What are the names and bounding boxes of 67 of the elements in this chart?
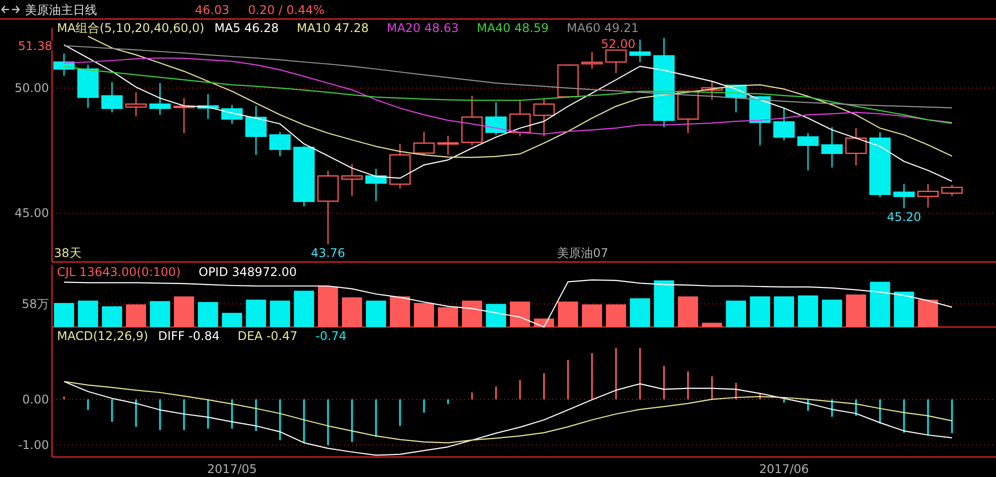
x-tick-label: 2017/05 xyxy=(207,462,257,476)
y-tick-label: 50.00 xyxy=(14,81,49,96)
bar xyxy=(414,302,434,327)
line-series xyxy=(63,380,953,456)
bar xyxy=(558,302,578,327)
text: -0.74 xyxy=(316,329,347,343)
bar xyxy=(198,302,218,327)
text: MA60 49.21 xyxy=(566,21,639,35)
bar xyxy=(798,295,818,327)
chart-title: 美原油主日线 xyxy=(25,3,97,17)
line-series xyxy=(63,380,953,444)
annotation: 43.76 xyxy=(310,246,346,260)
x-tick-label: 2017/06 xyxy=(759,462,809,476)
bar xyxy=(294,290,314,327)
bar xyxy=(54,302,74,327)
text: MA40 48.59 xyxy=(476,21,549,35)
bar xyxy=(486,304,506,327)
bar xyxy=(150,301,170,327)
bar xyxy=(222,312,242,327)
bar xyxy=(894,292,914,327)
text: MA10 47.28 xyxy=(296,21,369,35)
annotation: 38天 xyxy=(54,246,82,260)
bar xyxy=(654,280,674,327)
line-series xyxy=(87,36,953,158)
bar xyxy=(342,297,362,327)
bar xyxy=(846,294,866,327)
bar xyxy=(462,300,482,327)
bar xyxy=(126,304,146,327)
bar xyxy=(822,300,842,327)
bar xyxy=(918,300,938,327)
annotation: 45.20 xyxy=(886,210,922,224)
annotation: 52.00 xyxy=(601,37,636,51)
bar xyxy=(870,282,890,327)
bar xyxy=(702,322,722,327)
bar xyxy=(630,298,650,327)
bar xyxy=(390,296,410,327)
text: MA5 46.28 xyxy=(214,21,279,35)
text: 46.03 xyxy=(195,3,230,17)
bar xyxy=(774,296,794,327)
y-tick-label: 0.00 xyxy=(22,392,49,406)
bar xyxy=(270,300,290,327)
annotation: 51.38 xyxy=(18,39,52,53)
annotation: 美原油07 xyxy=(557,246,608,260)
bar xyxy=(510,302,530,327)
legend-title: MA组合(5,10,20,40,60,0) xyxy=(57,21,204,35)
text: 0.20 / 0.44% xyxy=(248,3,325,17)
bar xyxy=(174,296,194,327)
series-label: OPID 348972.00 xyxy=(198,265,297,279)
text: DEA -0.47 xyxy=(238,329,298,343)
bar xyxy=(678,296,698,327)
bar xyxy=(102,306,122,327)
bar xyxy=(366,300,386,327)
bar xyxy=(78,300,98,327)
ref-line-label: 58万 xyxy=(22,296,49,311)
bar xyxy=(750,296,770,327)
series-label: CJL 13643.00(0:100) xyxy=(57,265,181,279)
bar xyxy=(606,304,626,327)
text: MA20 48.63 xyxy=(386,21,459,35)
bar xyxy=(438,307,458,327)
y-tick-label: -1.00 xyxy=(18,438,49,452)
bar xyxy=(318,286,338,327)
text: DIFF -0.84 xyxy=(158,329,220,343)
y-tick-label: 45.00 xyxy=(14,206,49,220)
legend-title: MACD(12,26,9) xyxy=(57,329,148,343)
bar xyxy=(246,300,266,327)
bar xyxy=(582,304,602,327)
bar xyxy=(726,300,746,327)
